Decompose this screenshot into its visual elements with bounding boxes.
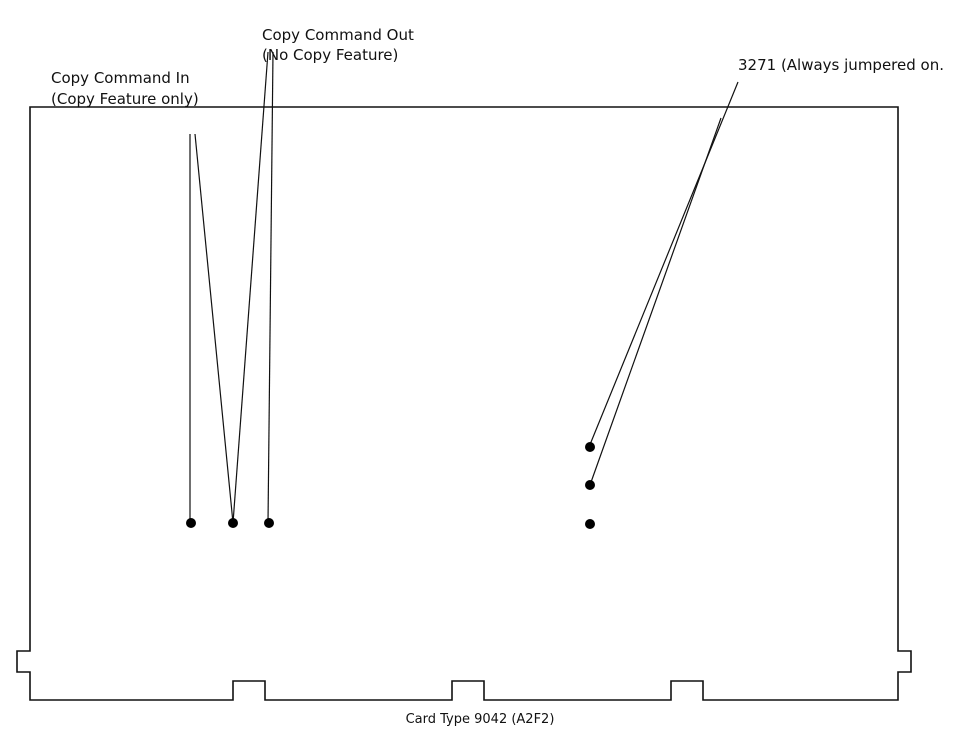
- card-outline: [16, 106, 912, 701]
- jumper-leader-upper: [588, 81, 739, 448]
- pin-common: [228, 518, 238, 528]
- pin-3271-lower: [585, 519, 595, 529]
- card-caption: Card Type 9042 (A2F2): [406, 712, 555, 727]
- pin-copy-in: [186, 518, 196, 528]
- copy-out-leader-right: [267, 51, 274, 524]
- copy-in-leader-right: [194, 133, 234, 524]
- jumper-leader-lower: [589, 117, 722, 486]
- pin-3271-upper: [585, 442, 595, 452]
- copy-out-leader-left: [232, 51, 269, 524]
- copy-in-label-line2: (Copy Feature only): [51, 90, 199, 108]
- copy-out-label-line2: (No Copy Feature): [262, 46, 398, 64]
- pin-copy-out: [264, 518, 274, 528]
- copy-out-label-line1: Copy Command Out: [262, 26, 414, 44]
- pin-3271-middle: [585, 480, 595, 490]
- copy-in-label-line1: Copy Command In: [51, 69, 190, 87]
- jumper-3271-label: 3271 (Always jumpered on.: [738, 56, 944, 74]
